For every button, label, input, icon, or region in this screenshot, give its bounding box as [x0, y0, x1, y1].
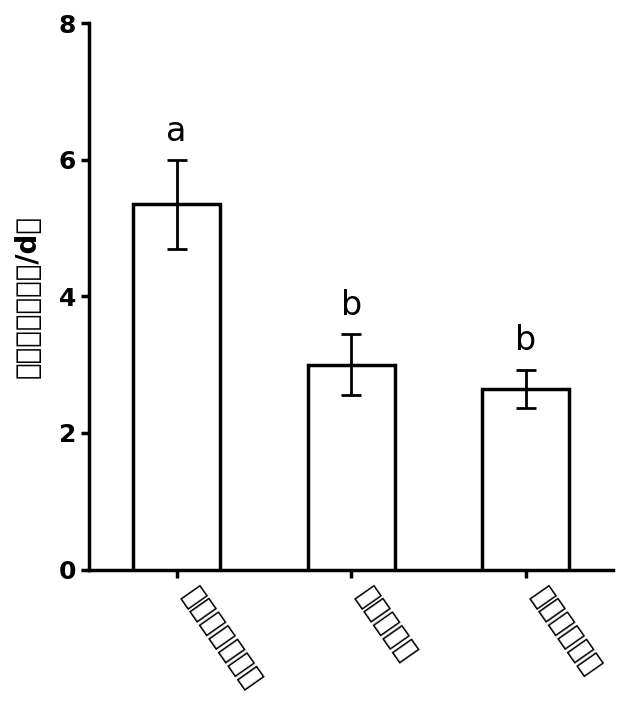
- Text: a: a: [166, 115, 187, 148]
- Bar: [482, 389, 569, 569]
- Bar: [307, 365, 395, 569]
- Y-axis label: 日均捕食量（头/d）: 日均捕食量（头/d）: [14, 215, 42, 378]
- Bar: [133, 205, 220, 569]
- Text: b: b: [515, 324, 537, 358]
- Text: b: b: [340, 289, 362, 321]
